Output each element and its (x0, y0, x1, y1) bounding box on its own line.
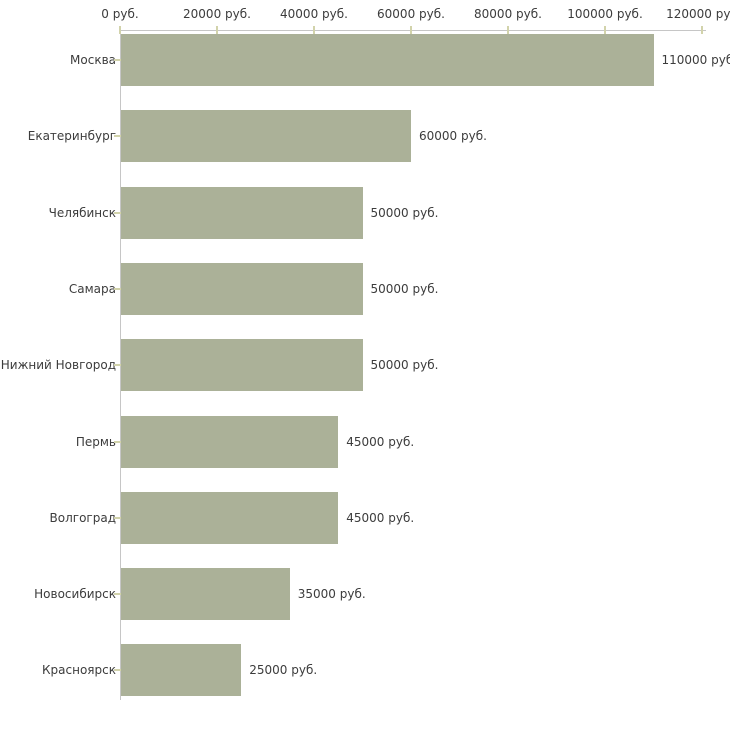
value-label: 110000 руб. (661, 53, 730, 67)
x-axis-line (120, 30, 706, 31)
y-axis-tick (114, 440, 123, 443)
x-axis-tick (410, 26, 412, 34)
bar (121, 568, 290, 621)
x-axis-tick (604, 26, 606, 34)
value-label: 50000 руб. (370, 281, 439, 296)
bar (121, 644, 242, 697)
category-label: Пермь (75, 434, 116, 449)
x-axis-tick (216, 26, 218, 34)
value-label: 50000 руб. (370, 205, 439, 220)
x-axis-tick-label: 40000 руб. (280, 7, 348, 21)
y-axis-tick (114, 287, 123, 290)
value-label: 35000 руб. (297, 587, 366, 602)
category-label: Самара (68, 281, 116, 296)
x-axis-tick (507, 26, 509, 34)
bar (121, 339, 363, 392)
category-label: Волгоград (49, 510, 116, 525)
bar (121, 186, 363, 239)
value-label: 50000 руб. (370, 358, 439, 373)
bar (121, 34, 654, 86)
category-label: Москва (70, 53, 116, 67)
y-axis-tick (114, 135, 123, 138)
value-label: 60000 руб. (419, 129, 487, 144)
y-axis-tick (114, 669, 123, 672)
bar (121, 491, 339, 544)
y-axis-tick (114, 593, 123, 596)
y-axis-tick (114, 211, 123, 214)
x-axis-tick-label: 0 руб. (101, 7, 139, 21)
x-axis-tick-label: 60000 руб. (377, 7, 445, 21)
category-label: Нижний Новгород (0, 358, 116, 373)
value-label: 25000 руб. (249, 663, 318, 678)
y-axis-tick (114, 364, 123, 367)
bar (121, 262, 363, 315)
category-label: Красноярск (42, 663, 116, 678)
bar (121, 415, 339, 468)
y-axis-tick (114, 59, 123, 61)
value-label: 45000 руб. (346, 510, 415, 525)
y-axis-tick (114, 516, 123, 519)
category-label: Новосибирск (34, 587, 116, 602)
x-axis-tick-label: 100000 руб. (567, 7, 643, 21)
x-axis-tick-label: 120000 руб (666, 7, 730, 21)
x-axis-tick-label: 80000 руб. (474, 7, 542, 21)
x-axis-tick (119, 26, 121, 34)
x-axis-tick (313, 26, 315, 34)
x-axis-tick (701, 26, 703, 34)
category-label: Екатеринбург (27, 129, 116, 144)
category-label: Челябинск (48, 205, 116, 220)
value-label: 45000 руб. (346, 434, 415, 449)
bar (121, 110, 411, 163)
x-axis-tick-label: 20000 руб. (183, 7, 251, 21)
